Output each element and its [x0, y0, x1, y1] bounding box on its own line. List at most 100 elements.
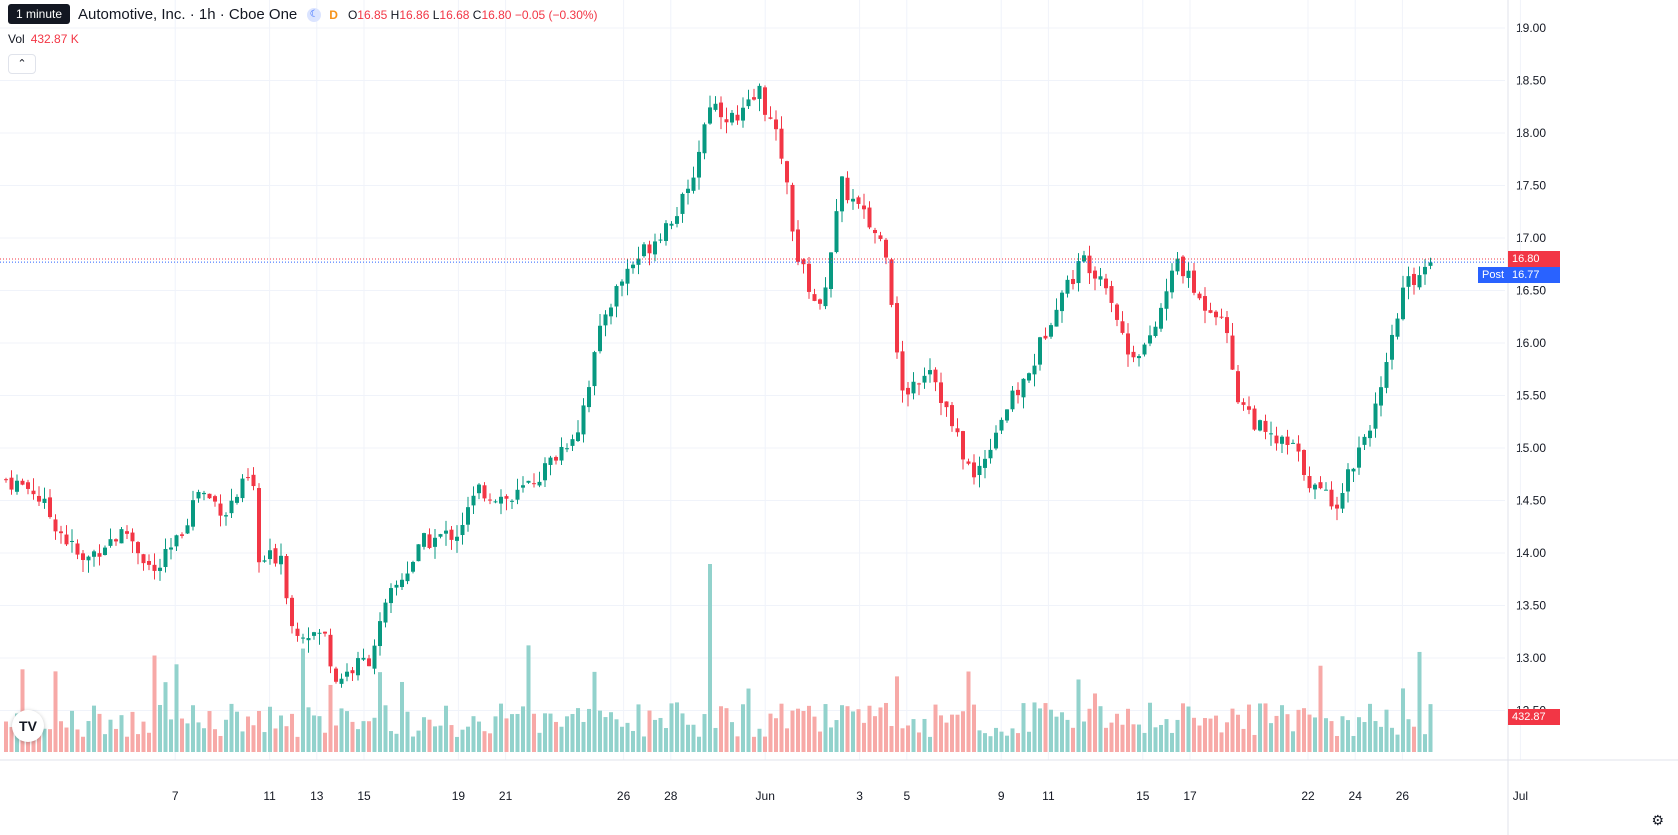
candle-body [1329, 489, 1334, 507]
candle-body [279, 555, 283, 565]
volume-bar [114, 728, 118, 752]
candle-body [614, 286, 619, 307]
candle-body [488, 499, 492, 501]
volume-bar [895, 676, 899, 752]
volume-bar [1373, 721, 1378, 752]
volume-bar [202, 728, 206, 752]
volume-bar [1384, 709, 1389, 752]
ohlc-values: O16.85 H16.86 L16.68 C16.80 −0.05 (−0.30… [348, 8, 598, 22]
volume-bar [933, 704, 938, 752]
volume-bar [1126, 708, 1130, 752]
volume-bar [1412, 726, 1416, 752]
candle-body [1082, 255, 1086, 262]
candle-body [823, 287, 828, 307]
volume-bar [262, 732, 267, 752]
volume-bar [499, 703, 503, 752]
volume-bar [125, 736, 129, 752]
volume-bar [521, 706, 525, 752]
candle-body [449, 529, 454, 540]
candle-body [114, 539, 118, 542]
volume-bar [1120, 724, 1125, 752]
gear-icon[interactable]: ⚙ [1651, 812, 1664, 828]
volume-bar [268, 706, 272, 752]
candle-body [438, 534, 443, 537]
candle-body [867, 207, 872, 228]
volume-bar [823, 704, 828, 752]
tradingview-logo-icon[interactable]: TV [12, 710, 44, 742]
candle-body [1373, 403, 1378, 429]
candle-body [416, 544, 421, 562]
candle-body [856, 197, 861, 204]
candle-body [444, 530, 448, 534]
candle-body [1027, 373, 1031, 381]
volume-bar [977, 730, 982, 752]
volume-bar [1307, 714, 1312, 752]
volume-bar [411, 736, 415, 752]
collapse-legend-button[interactable]: ⌃ [8, 54, 36, 74]
candle-body [1038, 337, 1042, 365]
volume-bar [801, 711, 806, 752]
volume-bar [1054, 716, 1059, 752]
candle-body [306, 638, 311, 641]
volume-bar [532, 713, 536, 752]
volume-bar [163, 682, 168, 752]
volume-bar [851, 711, 855, 752]
volume-bar [1175, 719, 1180, 752]
price-axis-label: 16.00 [1516, 336, 1546, 350]
volume-bar [999, 731, 1004, 752]
price-axis-label: 14.50 [1516, 494, 1546, 508]
time-axis-label: 7 [172, 789, 179, 803]
candle-body [1390, 334, 1394, 360]
volume-bar [471, 716, 476, 752]
time-axis-label: 22 [1301, 789, 1315, 803]
volume-bar [1214, 715, 1218, 752]
candle-body [746, 99, 751, 107]
volume-bar [48, 729, 52, 752]
volume-bar [174, 664, 179, 752]
volume-bar [763, 736, 767, 752]
candle-body [493, 501, 498, 503]
candle-body [928, 370, 932, 375]
candle-body [290, 597, 294, 627]
crescent-moon-icon[interactable]: ☾ [307, 7, 322, 22]
volume-bar [372, 717, 377, 752]
candle-body [878, 235, 883, 239]
candle-body [1351, 468, 1356, 472]
candle-body [730, 112, 734, 123]
volume-bar [1142, 732, 1147, 752]
candle-body [1214, 311, 1218, 318]
volume-bar [75, 729, 80, 752]
candle-body [1170, 270, 1174, 293]
candle-body [191, 500, 195, 527]
candle-body [1318, 482, 1323, 489]
d-badge[interactable]: D [329, 7, 338, 22]
volume-bar [9, 727, 14, 752]
candle-body [1071, 278, 1075, 285]
time-axis-label: 11 [1042, 789, 1055, 803]
volume-bar [548, 713, 553, 752]
volume-bar [1010, 728, 1015, 752]
volume-bar [735, 736, 740, 752]
volume-bar [169, 719, 173, 752]
candle-body [669, 223, 674, 226]
volume-bar [147, 732, 151, 752]
volume-value: 432.87 K [30, 32, 79, 46]
volume-bar [290, 713, 294, 752]
volume-bar [1027, 731, 1031, 752]
candle-body [983, 458, 987, 468]
volume-bar [438, 725, 443, 752]
volume-bar [64, 727, 69, 752]
candle-body [774, 119, 778, 130]
candle-body [350, 670, 355, 674]
candle-body [9, 477, 14, 490]
candle-body [922, 375, 927, 383]
volume-bar [878, 707, 883, 752]
candle-body [548, 457, 553, 465]
volume-bar [433, 726, 437, 752]
volume-bar [70, 710, 74, 752]
symbol-title[interactable]: Automotive, Inc. · 1h · Cboe One [78, 6, 298, 23]
candle-body [768, 117, 773, 119]
price-axis-label: 13.00 [1516, 651, 1546, 665]
